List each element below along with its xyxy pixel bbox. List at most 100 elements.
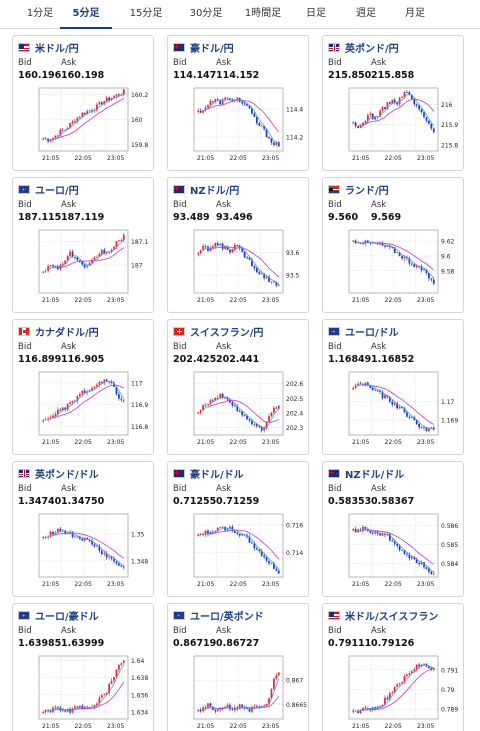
candle-body	[418, 664, 420, 667]
price-chart: 1.169 1.17 21:05 22:05 23:05	[348, 371, 458, 446]
candle-body	[384, 697, 386, 705]
candle-body	[362, 122, 364, 126]
rate-card[interactable]: ✦ ユーロ/英ポンド Bid Ask 0.86719 0.86727 0.8665 0.867…	[167, 603, 309, 731]
x-tick-label: 22:05	[385, 155, 402, 162]
candle-body	[396, 684, 399, 687]
ask-label: Ask	[61, 342, 77, 352]
rate-card[interactable]: ✦ ユーロ/円 Bid Ask 187.115 187.119 187 187.1 21:05 2…	[12, 177, 154, 313]
candle-body	[221, 393, 224, 399]
price-chart: 1.634 1.636 1.638 1.64 21:05 22:05 23:05	[38, 655, 148, 730]
candle-body	[44, 138, 47, 140]
candle-body	[258, 122, 261, 126]
bid-label: Bid	[328, 342, 342, 352]
rate-card[interactable]: ランド/円 Bid Ask 9.560 9.569 9.58 9.6 9.62 21:05 22:…	[322, 177, 464, 313]
candle-body	[384, 107, 386, 110]
candle-body	[263, 428, 265, 431]
rate-card[interactable]: * NZドル/円 Bid Ask 93.489 93.496 93.5 93.6 21:05 22…	[167, 177, 309, 313]
candle-body	[364, 526, 367, 529]
candle-body	[376, 390, 379, 392]
candle-body	[93, 257, 96, 260]
plot-frame	[348, 229, 439, 294]
candle-body	[418, 265, 420, 267]
candle-body	[113, 96, 115, 98]
candle-body	[100, 102, 103, 105]
pair-title: 豪ドル/円	[190, 44, 234, 55]
rate-card[interactable]: 米ドル/円 Bid Ask 160.196 160.198 159.8 160 160.2 21…	[12, 35, 154, 171]
x-tick-label: 21:05	[352, 439, 369, 446]
candle-body	[253, 113, 256, 117]
tab-7[interactable]: 月足	[405, 8, 425, 19]
candle-body	[391, 692, 394, 694]
candle-body	[214, 531, 217, 533]
candle-body	[270, 281, 273, 283]
candle-body	[367, 115, 369, 121]
candle-body	[204, 107, 207, 111]
tab-6[interactable]: 週足	[356, 8, 376, 19]
rate-card[interactable]: * NZドル/ドル Bid Ask 0.58353 0.58367 0.584 0.585 0.…	[322, 461, 464, 597]
candle-body	[115, 669, 118, 678]
candle-body	[270, 412, 273, 416]
x-tick-label: 22:05	[75, 723, 92, 730]
candle-body	[83, 537, 86, 541]
candle-body	[260, 125, 263, 127]
tab-4[interactable]: 1時間足	[244, 8, 282, 19]
candle-body	[66, 255, 69, 261]
tab-1[interactable]: 5分足	[60, 0, 112, 29]
rate-card[interactable]: 豪ドル/円 Bid Ask 114.147 114.152 114.2 114.4 21:05…	[167, 35, 309, 171]
tab-2[interactable]: 15分足	[129, 8, 163, 19]
candle-body	[275, 568, 278, 571]
candle-body	[381, 391, 384, 399]
candle-body	[398, 406, 401, 409]
rate-card[interactable]: 豪ドル/ドル Bid Ask 0.71255 0.71259 0.714 0.716 21:0…	[167, 461, 309, 597]
x-tick-label: 22:05	[75, 439, 92, 446]
candle-body	[238, 704, 241, 709]
candle-body	[96, 703, 98, 706]
y-tick-label: 0.79	[441, 687, 455, 694]
candle-body	[359, 125, 362, 129]
rate-card[interactable]: カナダドル/円 Bid Ask 116.899 116.905 116.8 116.9 117…	[12, 319, 154, 455]
tab-0[interactable]: 1分足	[26, 8, 54, 19]
y-tick-label: 0.791	[441, 667, 458, 674]
candle-body	[265, 421, 268, 429]
candle-body	[388, 533, 391, 541]
candle-body	[238, 97, 241, 102]
price-chart: 187 187.1 21:05 22:05 23:05	[38, 229, 148, 304]
candle-body	[74, 400, 76, 402]
candle-body	[241, 101, 244, 104]
candle-body	[76, 117, 79, 123]
price-chart: 202.3 202.4 202.5 202.6 21:05 22:05 23:05	[193, 371, 303, 446]
tab-5[interactable]: 日足	[306, 8, 326, 19]
candle-body	[122, 660, 125, 664]
candle-body	[110, 556, 113, 559]
candle-body	[413, 669, 416, 672]
candle-body	[216, 398, 219, 399]
candle-body	[71, 251, 74, 258]
candle-body	[420, 427, 423, 429]
ma-short-line	[203, 678, 280, 710]
candle-body	[354, 528, 357, 533]
candle-body	[406, 91, 408, 93]
candle-body	[115, 94, 118, 97]
candle-body	[98, 253, 101, 257]
candle-body	[100, 249, 103, 254]
rate-card[interactable]: 英ポンド/ドル Bid Ask 1.34740 1.34750 1.348 1.35 21:0…	[12, 461, 154, 597]
candle-body	[391, 540, 394, 542]
candle-body	[425, 567, 428, 569]
rate-card[interactable]: 米ドル/スイスフラン Bid Ask 0.79111 0.79126 0.789 0.79 0…	[322, 603, 464, 731]
ma-short-line	[202, 527, 280, 570]
rate-card[interactable]: ✦ ユーロ/ドル Bid Ask 1.16849 1.16852 1.169 1.17 21:0…	[322, 319, 464, 455]
candle-body	[432, 279, 435, 284]
candle-body	[202, 405, 204, 411]
ask-value: 160.198	[61, 70, 105, 81]
rate-card[interactable]: スイスフラン/円 Bid Ask 202.425 202.441 202.3 202.4 20…	[167, 319, 309, 455]
candle-body	[401, 682, 403, 684]
tab-3[interactable]: 30分足	[189, 8, 223, 19]
rate-card[interactable]: ✦ ユーロ/豪ドル Bid Ask 1.63985 1.63999 1.634 1.636 1.…	[12, 603, 154, 731]
y-tick-label: 9.62	[441, 239, 455, 246]
candle-body	[352, 122, 355, 124]
candle-body	[359, 709, 362, 714]
candle-body	[78, 705, 81, 708]
candle-body	[61, 264, 64, 266]
rate-card[interactable]: 英ポンド/円 Bid Ask 215.850 215.858 215.8 215.9 216 2…	[322, 35, 464, 171]
candle-body	[199, 410, 202, 413]
